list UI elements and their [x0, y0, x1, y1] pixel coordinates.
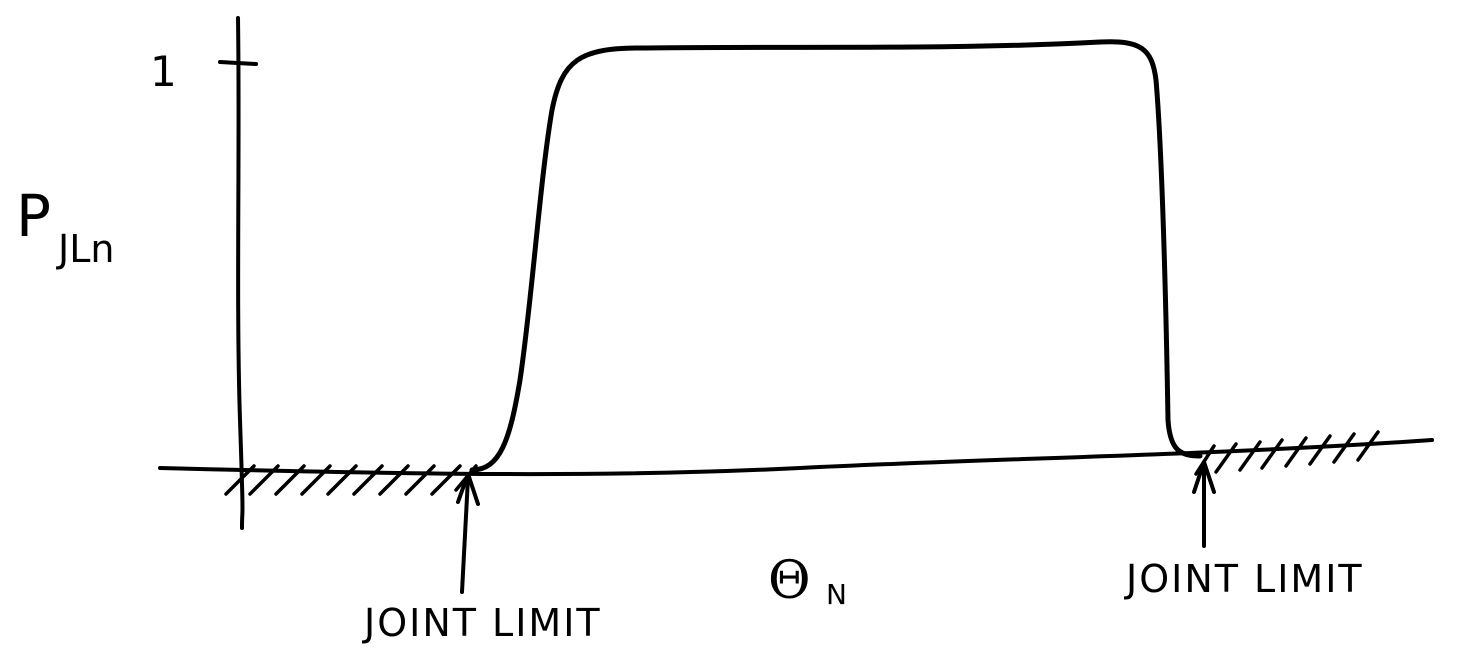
- left-joint-limit-label: JOINT LIMIT: [362, 601, 602, 645]
- probability-curve: [469, 39, 1203, 473]
- right-hatch-region: [1194, 430, 1380, 476]
- y-tick-one: [218, 60, 258, 66]
- right-joint-limit-label: JOINT LIMIT: [1124, 557, 1364, 601]
- x-axis-line: [158, 438, 1434, 477]
- left-limit-arrow: [456, 472, 480, 594]
- left-hatch-region: [224, 464, 478, 496]
- y-axis-label-subscript: JLn: [56, 227, 114, 271]
- x-axis-label-subscript: N: [826, 578, 847, 611]
- y-tick-label: 1: [150, 47, 177, 96]
- y-axis-label-main: P: [16, 182, 51, 250]
- x-axis-label-main: Θ: [768, 551, 811, 611]
- right-limit-arrow: [1192, 460, 1216, 548]
- y-axis-label: P JLn: [16, 182, 114, 271]
- y-axis-line: [236, 16, 245, 530]
- x-axis-label: Θ N: [768, 551, 847, 611]
